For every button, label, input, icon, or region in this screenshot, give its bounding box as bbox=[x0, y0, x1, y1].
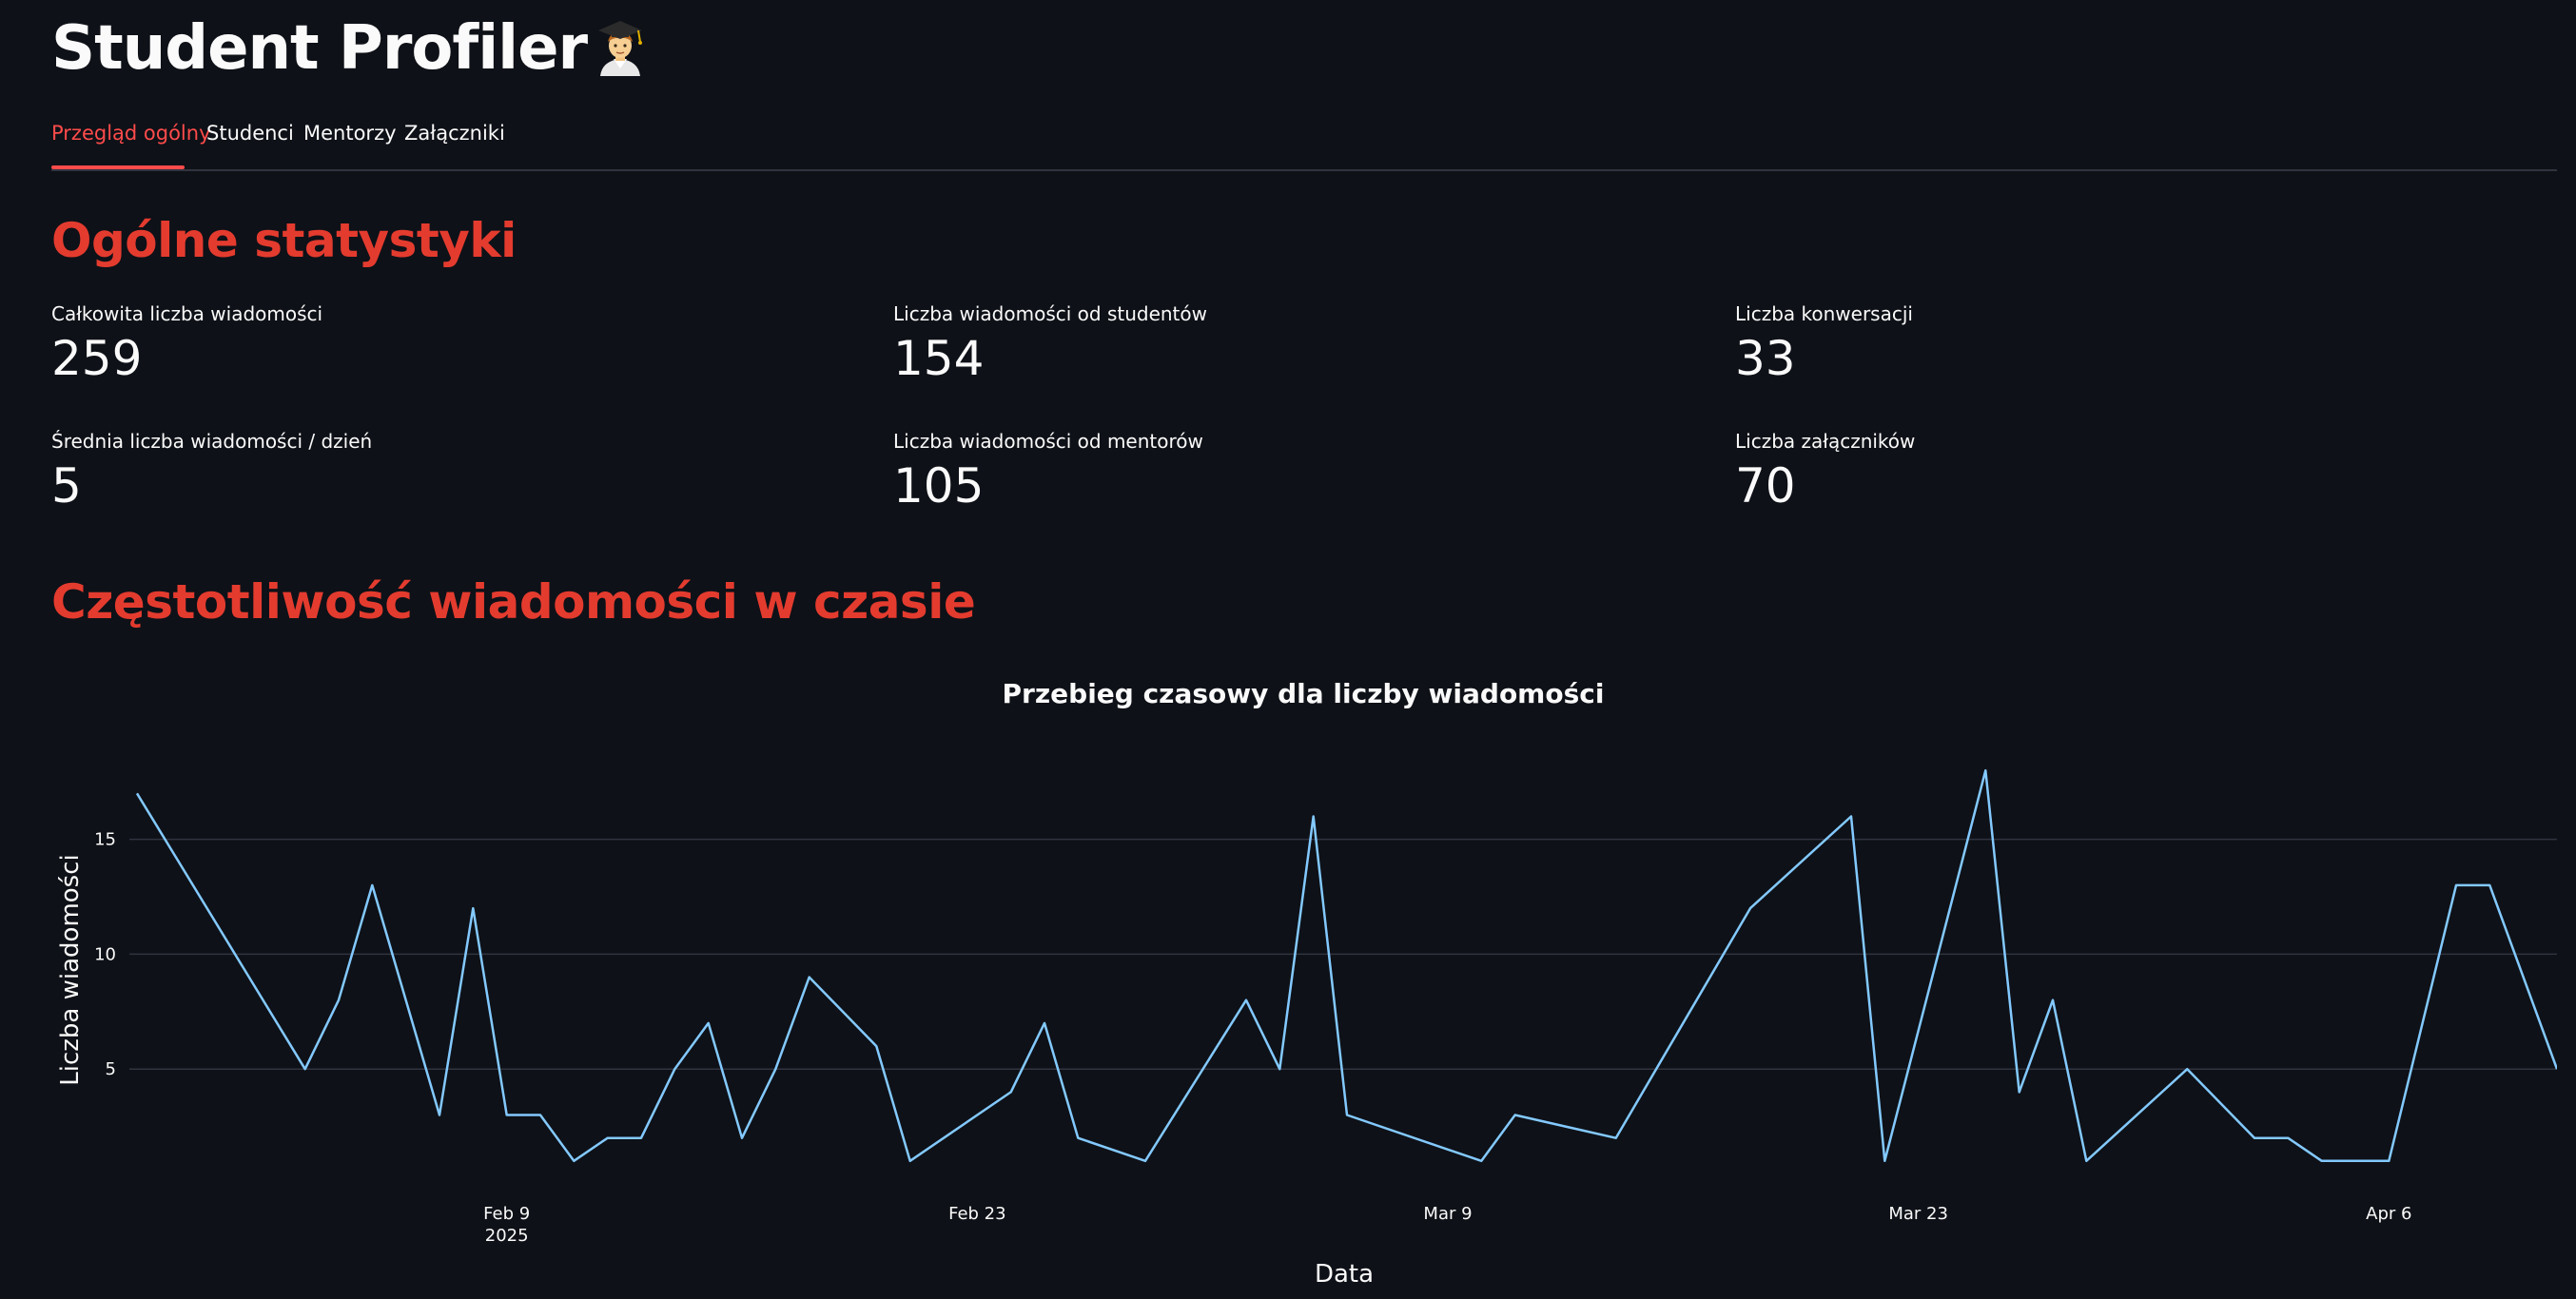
chart-svg[interactable]: Przebieg czasowy dla liczby wiadomości 5… bbox=[51, 666, 2559, 1299]
metric-value: 105 bbox=[893, 458, 985, 514]
x-tick-label: Apr 6 bbox=[2366, 1204, 2411, 1224]
metric-total-messages: Całkowita liczba wiadomości 259 bbox=[51, 302, 812, 385]
chart-series bbox=[135, 768, 2559, 1163]
tab-przeglad-ogolny[interactable]: Przegląd ogólny bbox=[51, 122, 211, 169]
metric-value: 259 bbox=[51, 331, 143, 386]
metric-value: 33 bbox=[1735, 331, 1796, 386]
x-axis-label: Data bbox=[1315, 1260, 1374, 1289]
y-tick-label: 15 bbox=[94, 830, 116, 850]
series-line bbox=[135, 768, 2559, 1163]
metric-conversations: Liczba konwersacji 33 bbox=[1735, 302, 2496, 385]
tab-label: Studenci bbox=[206, 122, 294, 145]
x-tick-label: Mar 9 bbox=[1423, 1204, 1472, 1224]
metric-label: Całkowita liczba wiadomości bbox=[51, 302, 323, 325]
chart-heading: Częstotliwość wiadomości w czasie bbox=[51, 574, 976, 630]
app-title: Student Profiler bbox=[51, 13, 648, 84]
metric-mentor-messages: Liczba wiadomości od mentorów 105 bbox=[893, 430, 1654, 513]
x-tick-label: Feb 9 bbox=[483, 1204, 530, 1224]
app-title-text: Student Profiler bbox=[51, 13, 588, 84]
metric-label: Liczba wiadomości od studentów bbox=[893, 302, 1207, 325]
metric-label: Liczba konwersacji bbox=[1735, 302, 1913, 325]
y-tick-label: 5 bbox=[106, 1059, 116, 1079]
stats-heading: Ogólne statystyki bbox=[51, 213, 517, 268]
metric-label: Liczba wiadomości od mentorów bbox=[893, 430, 1203, 453]
chart-title: Przebieg czasowy dla liczby wiadomości bbox=[1003, 678, 1605, 709]
tab-label: Załączniki bbox=[404, 122, 505, 145]
active-tab-indicator bbox=[51, 165, 185, 169]
tab-studenci[interactable]: Studenci bbox=[206, 122, 294, 167]
metric-label: Średnia liczba wiadomości / dzień bbox=[51, 430, 373, 453]
tab-mentorzy[interactable]: Mentorzy bbox=[303, 122, 397, 167]
y-axis-ticks: 5 10 15 bbox=[94, 830, 116, 1080]
tab-zalaczniki[interactable]: Załączniki bbox=[404, 122, 505, 167]
metric-value: 5 bbox=[51, 458, 82, 514]
tab-label: Mentorzy bbox=[303, 122, 397, 145]
tab-bar: Przegląd ogólny Studenci Mentorzy Załącz… bbox=[51, 122, 2557, 171]
tab-label: Przegląd ogólny bbox=[51, 122, 211, 145]
x-tick-sublabel: 2025 bbox=[485, 1226, 529, 1246]
student-graduate-icon bbox=[593, 19, 648, 78]
message-frequency-chart[interactable]: Przebieg czasowy dla liczby wiadomości 5… bbox=[51, 666, 2559, 1299]
metric-value: 70 bbox=[1735, 458, 1796, 514]
metric-attachments: Liczba załączników 70 bbox=[1735, 430, 2496, 513]
metric-value: 154 bbox=[893, 331, 985, 386]
metric-student-messages: Liczba wiadomości od studentów 154 bbox=[893, 302, 1654, 385]
y-axis-label: Liczba wiadomości bbox=[56, 854, 85, 1085]
metric-label: Liczba załączników bbox=[1735, 430, 1916, 453]
metric-avg-messages-per-day: Średnia liczba wiadomości / dzień 5 bbox=[51, 430, 812, 513]
x-tick-label: Feb 23 bbox=[948, 1204, 1006, 1224]
x-tick-label: Mar 23 bbox=[1888, 1204, 1948, 1224]
chart-gridlines bbox=[129, 838, 2557, 1070]
y-tick-label: 10 bbox=[94, 944, 116, 964]
